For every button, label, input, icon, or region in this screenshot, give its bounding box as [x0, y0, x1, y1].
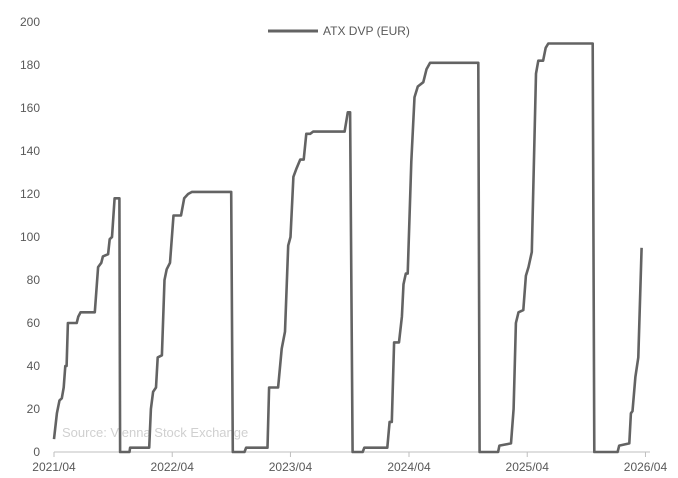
- x-tick-label: 2024/04: [387, 460, 431, 474]
- legend: ATX DVP (EUR): [268, 24, 410, 38]
- x-tick-label: 2022/04: [151, 460, 195, 474]
- x-tick-label: 2021/04: [32, 460, 76, 474]
- y-tick-label: 180: [20, 58, 40, 72]
- legend-label: ATX DVP (EUR): [323, 24, 410, 38]
- series-line: [52, 42, 643, 454]
- series-layer: [52, 42, 643, 454]
- y-tick-label: 140: [20, 144, 40, 158]
- x-tick-label: 2025/04: [506, 460, 550, 474]
- x-tick-label: 2023/04: [269, 460, 313, 474]
- y-tick-label: 120: [20, 187, 40, 201]
- y-tick-label: 100: [20, 230, 40, 244]
- y-tick-label: 40: [27, 359, 41, 373]
- y-tick-label: 160: [20, 101, 40, 115]
- x-axis: 2021/04 2022/04 2023/04 2024/04 2025/04 2026/…: [32, 451, 668, 474]
- y-tick-label: 80: [27, 273, 41, 287]
- y-tick-label: 20: [27, 402, 41, 416]
- y-tick-label: 200: [20, 15, 40, 29]
- y-tick-label: 0: [33, 445, 40, 459]
- x-tick-label: 2026/04: [624, 460, 668, 474]
- y-axis: 0 20 40 60 80 100 120 140 160 180 200: [20, 15, 40, 459]
- y-tick-label: 60: [27, 316, 41, 330]
- source-note: Source: Vienna Stock Exchange: [62, 425, 248, 440]
